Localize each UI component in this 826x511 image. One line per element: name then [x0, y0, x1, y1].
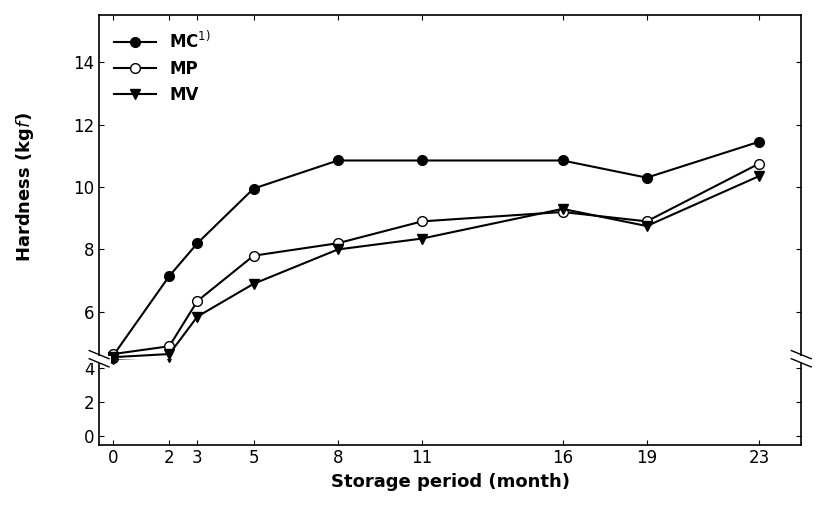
Line: MC$^{1)}$: MC$^{1)}$ — [108, 237, 764, 363]
MV — [558, 275, 567, 281]
MV — [417, 236, 427, 242]
MC$^{1)}$ — [754, 138, 764, 145]
MC$^{1)}$ — [249, 264, 259, 270]
MP — [108, 351, 118, 357]
MC$^{1)}$ — [417, 157, 427, 164]
Line: MP: MP — [108, 248, 764, 362]
Text: Hardness (kg$\mathit{f}$): Hardness (kg$\mathit{f}$) — [14, 112, 36, 262]
MP — [417, 282, 427, 288]
MC$^{1)}$ — [108, 353, 118, 359]
MV — [192, 334, 202, 340]
MV — [192, 314, 202, 320]
MP — [249, 300, 259, 307]
MV — [642, 284, 652, 290]
X-axis label: Storage period (month): Storage period (month) — [330, 473, 570, 491]
MP — [417, 218, 427, 224]
MC$^{1)}$ — [558, 248, 567, 254]
MC$^{1)}$ — [164, 312, 174, 318]
MV — [333, 246, 343, 252]
MC$^{1)}$ — [333, 248, 343, 254]
MP — [164, 343, 174, 350]
MV — [558, 206, 567, 212]
MP — [249, 252, 259, 259]
MC$^{1)}$ — [333, 157, 343, 164]
Line: MV: MV — [108, 256, 764, 364]
MC$^{1)}$ — [754, 238, 764, 244]
MV — [333, 297, 343, 303]
MC$^{1)}$ — [642, 258, 652, 264]
MP — [754, 250, 764, 257]
MV — [754, 257, 764, 263]
MC$^{1)}$ — [558, 157, 567, 164]
MC$^{1)}$ — [192, 240, 202, 246]
MV — [642, 223, 652, 229]
MP — [108, 354, 118, 360]
MV — [249, 281, 259, 287]
MV — [164, 354, 174, 360]
MP — [558, 209, 567, 215]
MV — [417, 291, 427, 297]
Line: MP: MP — [108, 159, 764, 359]
Line: MC$^{1)}$: MC$^{1)}$ — [108, 137, 764, 360]
MV — [249, 316, 259, 322]
MC$^{1)}$ — [164, 273, 174, 279]
MP — [333, 294, 343, 300]
MP — [558, 276, 567, 283]
MP — [642, 282, 652, 288]
MP — [333, 240, 343, 246]
MV — [108, 354, 118, 360]
Line: MV: MV — [108, 171, 764, 362]
MP — [164, 350, 174, 356]
MC$^{1)}$ — [417, 248, 427, 254]
MP — [642, 218, 652, 224]
MC$^{1)}$ — [192, 294, 202, 300]
MC$^{1)}$ — [108, 355, 118, 361]
MP — [192, 325, 202, 331]
MV — [754, 173, 764, 179]
MC$^{1)}$ — [249, 185, 259, 192]
MV — [108, 356, 118, 362]
MP — [754, 160, 764, 167]
MP — [192, 298, 202, 304]
MC$^{1)}$ — [642, 175, 652, 181]
Legend: MC$^{1)}$, MP, MV: MC$^{1)}$, MP, MV — [107, 24, 217, 111]
MV — [164, 351, 174, 357]
